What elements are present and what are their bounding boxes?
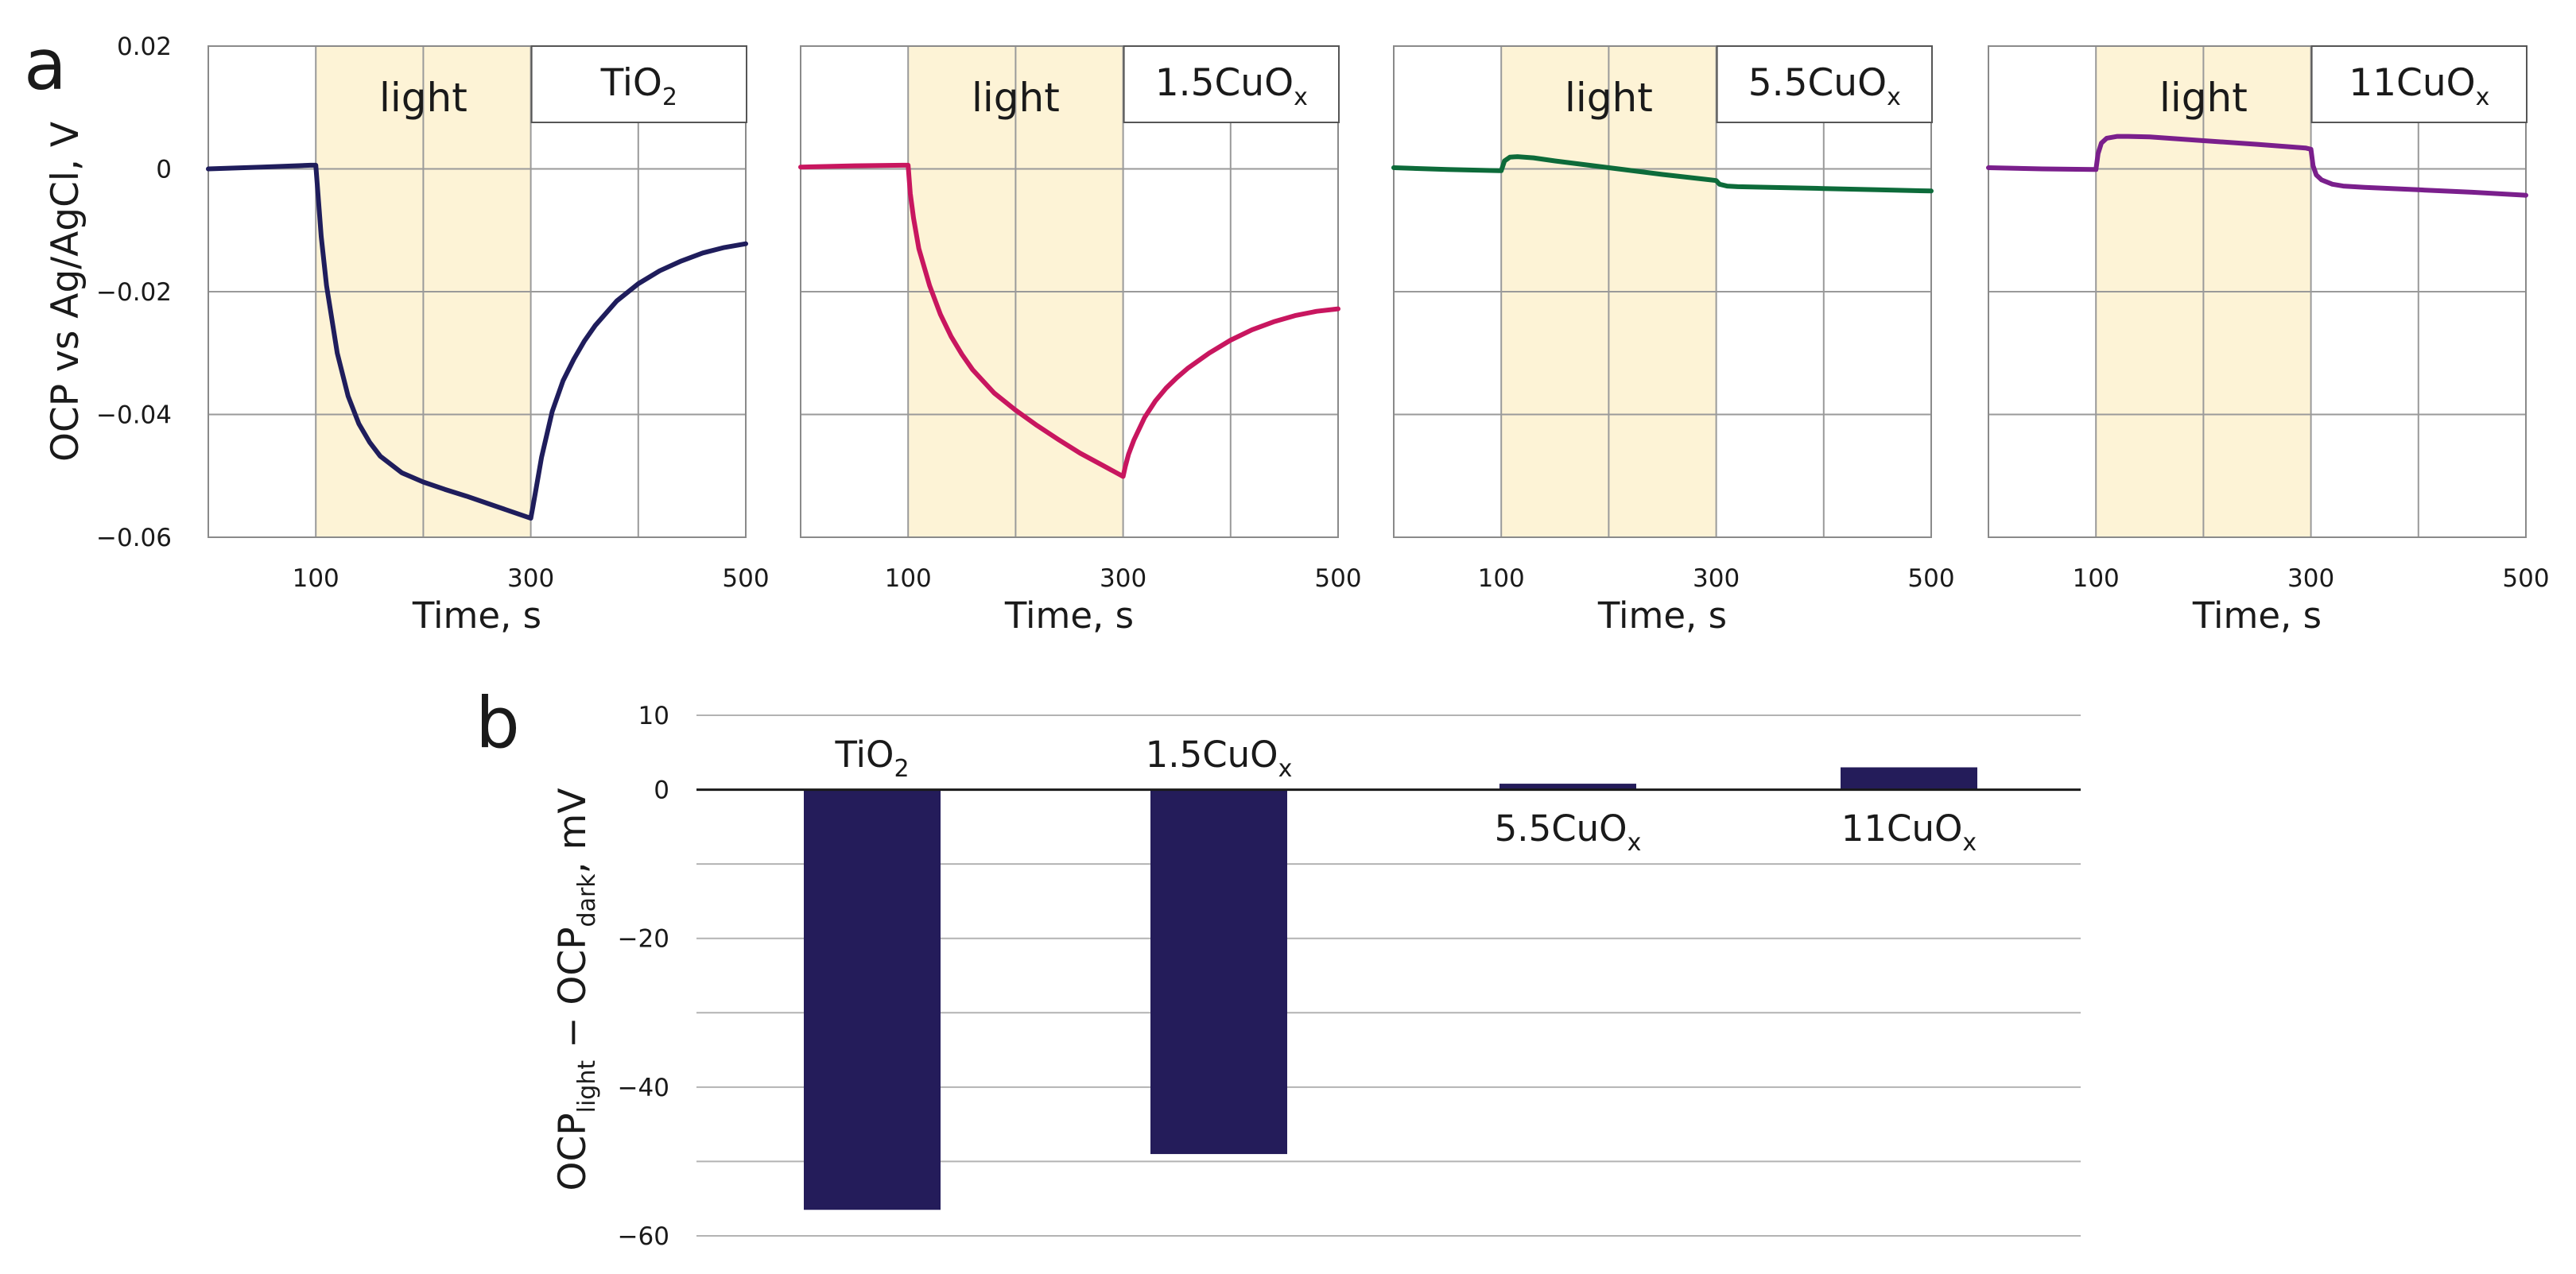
x-tick-label: 300 <box>1693 564 1740 593</box>
bar-y-axis-label-part: OCP <box>551 1113 595 1191</box>
bar-y-tick-label: 10 <box>638 702 669 730</box>
bar <box>1150 789 1287 1155</box>
x-axis-label: Time, s <box>412 594 541 637</box>
light-label: light <box>972 75 1060 121</box>
bar-category-label-subscript: x <box>1962 829 1977 857</box>
ocp-plot-4: light 11CuOx 100 300 500 Time, s <box>1986 45 2550 637</box>
plot-frame <box>1988 45 2527 538</box>
x-tick-label: 300 <box>1100 564 1146 593</box>
x-tick-label: 100 <box>2073 564 2120 593</box>
sample-label-box <box>530 45 747 123</box>
ocp-plot-3: light 5.5CuOx 100 300 500 Time, s <box>1391 45 1955 637</box>
y-tick-label: −0.02 <box>96 278 172 307</box>
plot-frame <box>800 45 1339 538</box>
y-tick-label: 0.02 <box>117 33 172 61</box>
ocp-plot-2: light 1.5CuOx 100 300 500 Time, s <box>798 45 1362 637</box>
x-tick-label: 500 <box>1314 564 1361 593</box>
bar-category-label-subscript: 2 <box>894 755 909 783</box>
x-tick-label: 500 <box>2502 564 2549 593</box>
bar-y-axis-label-subscript: light <box>573 1060 601 1113</box>
bar-category-label-main: 11CuO <box>1841 807 1963 850</box>
sample-label-main: 11CuO <box>2349 61 2475 105</box>
light-label: light <box>2159 75 2248 121</box>
sample-label-subscript: 2 <box>662 83 677 111</box>
x-tick-label: 500 <box>1907 564 1954 593</box>
bar-y-tick-label: −60 <box>618 1222 669 1251</box>
sample-label-box <box>1123 45 1340 123</box>
bar <box>1841 767 1977 790</box>
sample-label-subscript: x <box>1887 83 1901 111</box>
sample-label: 5.5CuOx <box>1748 61 1901 111</box>
bar-category-label: 11CuOx <box>1841 807 1977 857</box>
x-tick-label: 100 <box>885 564 932 593</box>
bar-y-axis-label-subscript: dark <box>573 873 601 927</box>
bar-category-label-main: 1.5CuO <box>1146 734 1278 776</box>
sample-label: TiO2 <box>600 61 677 111</box>
y-tick-label: −0.06 <box>96 524 172 552</box>
light-label: light <box>379 75 467 121</box>
bar <box>804 789 941 1210</box>
ocp-plot-1: light TiO2 100 300 500 Time, s 0.02 0 −0.02 −0.04… <box>44 33 770 637</box>
y-tick-label: 0 <box>156 156 172 184</box>
x-tick-label: 500 <box>722 564 769 593</box>
y-axis-label: OCP vs Ag/AgCl, V <box>44 122 87 462</box>
sample-label-box <box>2310 45 2528 123</box>
y-tick-label: −0.04 <box>96 401 172 430</box>
bar-y-axis-label-part: − OCP <box>551 927 595 1059</box>
sample-label-box <box>1716 45 1934 123</box>
x-tick-label: 100 <box>1478 564 1525 593</box>
x-tick-label: 300 <box>2287 564 2334 593</box>
bar-category-label-main: 5.5CuO <box>1495 807 1627 850</box>
sample-label-subscript: x <box>2476 83 2490 111</box>
plot-frame <box>1393 45 1932 538</box>
ocp-series-line <box>206 162 748 521</box>
sample-label-main: 5.5CuO <box>1748 61 1887 105</box>
ocp-series-line <box>1986 134 2528 198</box>
plot-frame <box>208 45 747 538</box>
x-tick-label: 300 <box>507 564 554 593</box>
light-label: light <box>1565 75 1653 121</box>
x-tick-label: 100 <box>293 564 339 593</box>
sample-label: 11CuOx <box>2349 61 2489 111</box>
bar-category-label-subscript: x <box>1278 755 1293 783</box>
panel-a-letter: a <box>24 24 67 106</box>
bar-y-axis-label: OCPlight − OCPdark, mV <box>551 788 601 1191</box>
bar-y-tick-label: −40 <box>618 1074 669 1102</box>
bar <box>1499 784 1636 790</box>
sample-label-main: 1.5CuO <box>1155 61 1294 105</box>
bar-category-label-subscript: x <box>1627 829 1642 857</box>
sample-label-main: TiO <box>600 61 662 105</box>
ocp-series-line <box>1391 154 1934 194</box>
x-axis-label: Time, s <box>2192 594 2322 637</box>
bar-category-label: TiO2 <box>834 734 909 783</box>
bar-y-axis-label-part: , mV <box>551 788 595 873</box>
x-axis-label: Time, s <box>1597 594 1727 637</box>
x-axis-label: Time, s <box>1004 594 1134 637</box>
bar-category-label: 1.5CuOx <box>1146 734 1293 783</box>
bar-category-label-main: TiO <box>834 734 894 776</box>
sample-label-subscript: x <box>1294 83 1308 111</box>
ocp-series-line <box>798 162 1340 479</box>
sample-label: 1.5CuOx <box>1155 61 1308 111</box>
panel-b-letter: b <box>475 682 520 764</box>
bar-y-tick-label: −20 <box>618 925 669 954</box>
bar-category-label: 5.5CuOx <box>1495 807 1642 857</box>
bar-y-tick-label: 0 <box>654 776 669 805</box>
